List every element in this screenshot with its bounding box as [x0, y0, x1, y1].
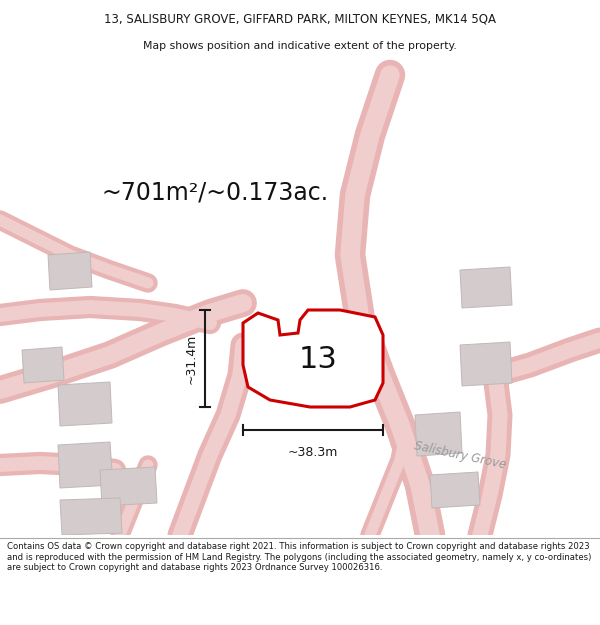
Polygon shape [100, 467, 157, 506]
Polygon shape [460, 267, 512, 308]
Polygon shape [60, 498, 122, 535]
Polygon shape [460, 342, 512, 386]
Text: Salisbury Grove: Salisbury Grove [413, 439, 507, 471]
Text: 13, SALISBURY GROVE, GIFFARD PARK, MILTON KEYNES, MK14 5QA: 13, SALISBURY GROVE, GIFFARD PARK, MILTO… [104, 12, 496, 25]
Polygon shape [22, 347, 64, 383]
Polygon shape [58, 382, 112, 426]
Text: Contains OS data © Crown copyright and database right 2021. This information is : Contains OS data © Crown copyright and d… [7, 542, 592, 572]
Text: ~38.3m: ~38.3m [288, 446, 338, 459]
Polygon shape [430, 472, 480, 508]
Polygon shape [243, 310, 383, 407]
Text: 13: 13 [299, 346, 337, 374]
Polygon shape [415, 412, 462, 456]
Polygon shape [270, 337, 347, 388]
Text: ~31.4m: ~31.4m [185, 333, 197, 384]
Text: Map shows position and indicative extent of the property.: Map shows position and indicative extent… [143, 41, 457, 51]
Polygon shape [48, 252, 92, 290]
Text: ~701m²/~0.173ac.: ~701m²/~0.173ac. [101, 181, 329, 205]
Polygon shape [58, 442, 113, 488]
